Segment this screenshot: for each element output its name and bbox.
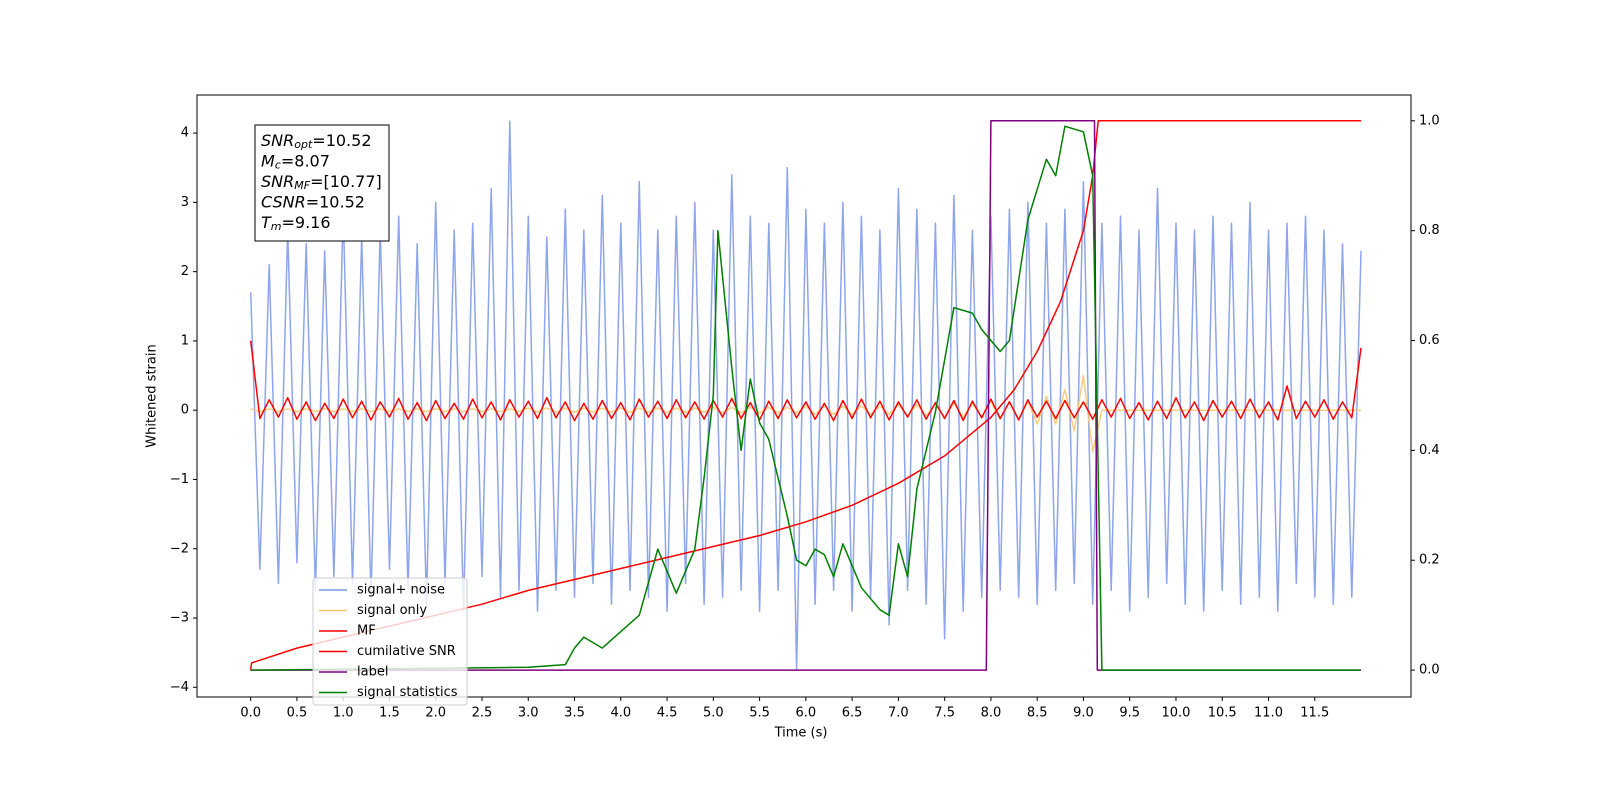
legend-label: MF [357, 624, 376, 639]
annotation-box: SNRopt=10.52Mc=8.07SNRMF=[10.77]CSNR=10.… [254, 124, 390, 242]
x-tick-label: 9.5 [1119, 706, 1140, 721]
x-tick-label: 5.0 [703, 706, 724, 721]
annotation-name: SNR [261, 131, 294, 150]
annotation-sub: m [271, 220, 282, 233]
annotation-name: M [261, 151, 275, 170]
legend-label: label [357, 665, 388, 680]
annotation-value: =9.16 [282, 213, 331, 232]
series-line [249, 120, 1362, 671]
y2-tick-label: 0.8 [1419, 223, 1440, 238]
y-tick-label: 2 [181, 264, 189, 279]
x-tick-label: 4.5 [657, 706, 678, 721]
annotation-name: SNR [261, 172, 294, 191]
x-tick-label: 2.0 [425, 706, 446, 721]
annotation: SNRMF=[10.77] [261, 172, 382, 193]
y-tick-label: −3 [170, 611, 189, 626]
y2-tick-label: 0.6 [1419, 333, 1440, 348]
y2-tick-label: 0.4 [1419, 443, 1440, 458]
x-tick-label: 10.0 [1161, 706, 1190, 721]
x-tick-label: 3.5 [564, 706, 585, 721]
legend-label: cumilative SNR [357, 644, 456, 659]
y2-tick-label: 0.0 [1419, 663, 1440, 678]
y-tick-label: −1 [170, 472, 189, 487]
y2-tick-label: 0.2 [1419, 553, 1440, 568]
x-tick-label: 8.0 [981, 706, 1002, 721]
legend-label: signal+ noise [357, 583, 445, 598]
x-tick-label: 0.5 [287, 706, 308, 721]
x-axis-label: Time (s) [774, 726, 828, 741]
x-tick-label: 6.0 [796, 706, 817, 721]
x-tick-label: 11.0 [1254, 706, 1283, 721]
x-tick-label: 4.0 [610, 706, 631, 721]
annotation-name: CSNR [261, 192, 306, 211]
x-tick-label: 7.5 [934, 706, 955, 721]
annotation: SNRopt=10.52 [261, 131, 372, 152]
y-tick-label: 1 [181, 333, 189, 348]
series-line [249, 340, 1362, 422]
series-line [250, 374, 1361, 453]
annotation-value: =[10.77] [310, 172, 382, 191]
annotation-sub: opt [294, 138, 313, 151]
x-tick-label: 11.5 [1300, 706, 1329, 721]
legend-label: signal only [357, 603, 427, 618]
x-tick-label: 3.0 [518, 706, 539, 721]
x-tick-label: 6.5 [842, 706, 863, 721]
annotation: Tm=9.16 [261, 213, 331, 234]
y-tick-label: −2 [170, 541, 189, 556]
series-line [250, 125, 1361, 671]
x-tick-label: 2.5 [472, 706, 493, 721]
legend: signal+ noise signal only MF cumilative SNR… [312, 577, 468, 706]
annotation-name: T [261, 213, 272, 232]
y-axis-label: Whitened strain [145, 344, 160, 447]
annotation-value: =10.52 [306, 192, 365, 211]
annotation: CSNR=10.52 [261, 192, 365, 211]
annotation-frame [254, 124, 390, 242]
legend-frame [312, 577, 468, 706]
axes-frame [196, 94, 1412, 698]
legend-label: signal statistics [357, 685, 458, 700]
x-tick-label: 5.5 [749, 706, 770, 721]
y-tick-label: 3 [181, 195, 189, 210]
x-tick-label: 1.5 [379, 706, 400, 721]
axes: 0.0 0.5 1.0 1.5 2.0 2.5 3.0 3.5 4.0 4.5 5.0 5.5 6.0 6… [170, 113, 1440, 720]
annotation-value: =8.07 [281, 151, 330, 170]
annotation: Mc=8.07 [261, 151, 330, 172]
y2-tick-label: 1.0 [1419, 113, 1440, 128]
y-tick-label: 4 [181, 126, 189, 141]
y-tick-label: −4 [170, 680, 189, 695]
annotation-sub: c [275, 159, 281, 172]
x-tick-label: 10.5 [1208, 706, 1237, 721]
x-tick-label: 1.0 [333, 706, 354, 721]
annotation-value: =10.52 [312, 131, 371, 150]
x-tick-label: 9.0 [1073, 706, 1094, 721]
x-tick-label: 7.0 [888, 706, 909, 721]
x-tick-label: 8.5 [1027, 706, 1048, 721]
x-tick-label: 0.0 [240, 706, 261, 721]
y-tick-label: 0 [181, 403, 189, 418]
annotation-sub: MF [294, 179, 310, 192]
